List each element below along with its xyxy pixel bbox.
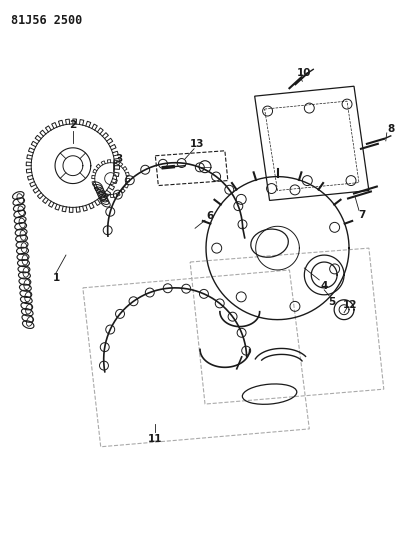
Text: 5: 5 [328, 297, 336, 307]
Text: 81J56 2500: 81J56 2500 [11, 14, 82, 27]
Text: 11: 11 [148, 434, 163, 444]
Text: 12: 12 [343, 300, 357, 310]
Text: 7: 7 [358, 211, 365, 220]
Text: 1: 1 [52, 273, 60, 283]
Text: 3: 3 [115, 154, 122, 164]
Text: 4: 4 [321, 281, 328, 291]
Text: 6: 6 [206, 212, 213, 221]
Text: 2: 2 [69, 120, 77, 130]
Text: 13: 13 [190, 139, 204, 149]
Text: 10: 10 [297, 68, 311, 78]
Text: 8: 8 [387, 124, 394, 134]
